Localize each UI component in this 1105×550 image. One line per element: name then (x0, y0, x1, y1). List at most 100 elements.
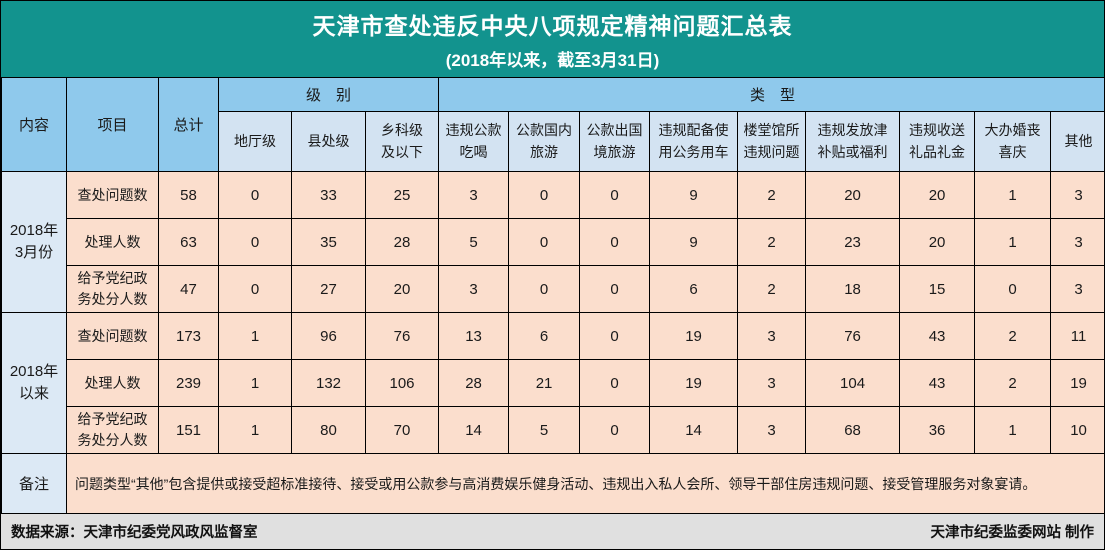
value-cell: 14 (649, 406, 739, 454)
value-cell: 9 (649, 171, 739, 219)
value-cell: 13 (438, 312, 510, 360)
value-cell: 3 (737, 359, 807, 407)
value-cell: 33 (291, 171, 366, 219)
table-row: 处理人数 239 1 132 106 28 21 0 19 3 104 43 2 19 (2, 359, 1104, 407)
value-cell: 2 (974, 359, 1052, 407)
value-cell: 43 (899, 359, 976, 407)
value-cell: 76 (364, 312, 440, 360)
row-group-label: 2018年 3月份 (1, 171, 67, 313)
value-cell: 3 (1050, 265, 1104, 313)
note-row: 备注 问题类型“其他”包含提供或接受超标准接待、接受或用公款参与高消费娱乐健身活… (1, 453, 1104, 514)
value-cell: 5 (438, 218, 510, 266)
note-text: 问题类型“其他”包含提供或接受超标准接待、接受或用公款参与高消费娱乐健身活动、违… (65, 453, 1104, 514)
value-cell: 2 (974, 312, 1052, 360)
column-header: 违规公款 吃喝 (438, 111, 510, 172)
value-cell: 43 (899, 312, 976, 360)
value-cell: 23 (805, 218, 901, 266)
value-cell: 36 (899, 406, 976, 454)
column-group-type: 类 型 (438, 77, 1104, 112)
column-header: 违规收送 礼品礼金 (899, 111, 976, 172)
value-cell: 3 (1050, 171, 1104, 219)
value-cell: 10 (1050, 406, 1104, 454)
column-header: 乡科级 及以下 (364, 111, 440, 172)
value-cell: 2 (737, 265, 807, 313)
footer-bar: 数据来源：天津市纪委党风政风监督室 天津市纪委监委网站 制作 (1, 514, 1104, 549)
total-cell: 47 (158, 265, 219, 313)
value-cell: 106 (364, 359, 440, 407)
value-cell: 20 (899, 218, 976, 266)
value-cell: 3 (737, 312, 807, 360)
column-header: 违规发放津 补贴或福利 (805, 111, 901, 172)
value-cell: 132 (291, 359, 366, 407)
value-cell: 70 (364, 406, 440, 454)
note-label: 备注 (1, 453, 67, 514)
value-cell: 0 (508, 218, 581, 266)
column-group-level: 级 别 (217, 77, 440, 112)
value-cell: 1 (218, 312, 292, 360)
table-body: 2018年 3月份 查处问题数 58 0 33 25 3 0 0 9 2 20 20 1 3 处理人数 63 0 3… (1, 171, 1104, 454)
value-cell: 3 (438, 171, 510, 219)
row-label: 处理人数 (66, 359, 159, 407)
table-row: 2018年 以来 查处问题数 173 1 96 76 13 6 0 19 3 76 43 2 11 (1, 312, 1104, 454)
value-cell: 5 (508, 406, 581, 454)
value-cell: 0 (579, 359, 651, 407)
table-row: 给予党纪政 务处分人数 151 1 80 70 14 5 0 14 3 68 36 1 10 (2, 406, 1104, 454)
column-header: 地厅级 (218, 111, 292, 172)
value-cell: 6 (508, 312, 581, 360)
value-cell: 28 (364, 218, 440, 266)
page-subtitle: (2018年以来，截至3月31日) (445, 51, 660, 70)
title-bar: 天津市查处违反中央八项规定精神问题汇总表 (2018年以来，截至3月31日) (1, 1, 1104, 77)
value-cell: 1 (218, 406, 292, 454)
page-title: 天津市查处违反中央八项规定精神问题汇总表 (312, 13, 793, 39)
value-cell: 96 (291, 312, 366, 360)
total-cell: 151 (158, 406, 219, 454)
value-cell: 76 (805, 312, 901, 360)
value-cell: 68 (805, 406, 901, 454)
total-cell: 58 (158, 171, 219, 219)
value-cell: 21 (508, 359, 581, 407)
value-cell: 15 (899, 265, 976, 313)
value-cell: 9 (649, 218, 739, 266)
value-cell: 6 (649, 265, 739, 313)
column-header-content: 内容 (1, 77, 67, 172)
column-header: 县处级 (291, 111, 366, 172)
value-cell: 0 (974, 265, 1052, 313)
value-cell: 1 (974, 406, 1052, 454)
value-cell: 0 (579, 218, 651, 266)
column-header-total: 总计 (158, 77, 219, 172)
value-cell: 0 (579, 265, 651, 313)
value-cell: 35 (291, 218, 366, 266)
value-cell: 0 (579, 171, 651, 219)
value-cell: 1 (974, 171, 1052, 219)
summary-table: 内容 项目 总计 级 别 类 型 地厅级 县处级 乡科级 及以下 违规公款 吃喝… (1, 77, 1104, 514)
table-row: 处理人数 63 0 35 28 5 0 0 9 2 23 20 1 3 (2, 218, 1104, 266)
credit-text: 天津市纪委监委网站 制作 (930, 525, 1094, 541)
value-cell: 0 (508, 171, 581, 219)
value-cell: 1 (218, 359, 292, 407)
value-cell: 20 (364, 265, 440, 313)
column-header: 楼堂馆所 违规问题 (737, 111, 807, 172)
value-cell: 3 (737, 406, 807, 454)
column-header: 公款国内 旅游 (508, 111, 581, 172)
value-cell: 19 (649, 312, 739, 360)
value-cell: 19 (649, 359, 739, 407)
value-cell: 2 (737, 171, 807, 219)
column-header: 大办婚丧 喜庆 (974, 111, 1052, 172)
value-cell: 18 (805, 265, 901, 313)
value-cell: 0 (218, 171, 292, 219)
value-cell: 3 (1050, 218, 1104, 266)
value-cell: 25 (364, 171, 440, 219)
value-cell: 0 (218, 218, 292, 266)
row-group-label: 2018年 以来 (1, 312, 67, 454)
value-cell: 27 (291, 265, 366, 313)
value-cell: 104 (805, 359, 901, 407)
total-cell: 239 (158, 359, 219, 407)
row-label: 查处问题数 (66, 171, 159, 219)
value-cell: 11 (1050, 312, 1104, 360)
value-cell: 80 (291, 406, 366, 454)
table-row: 2018年 3月份 查处问题数 58 0 33 25 3 0 0 9 2 20 20 1 3 (1, 171, 1104, 313)
value-cell: 14 (438, 406, 510, 454)
value-cell: 20 (899, 171, 976, 219)
column-header: 其他 (1050, 111, 1104, 172)
